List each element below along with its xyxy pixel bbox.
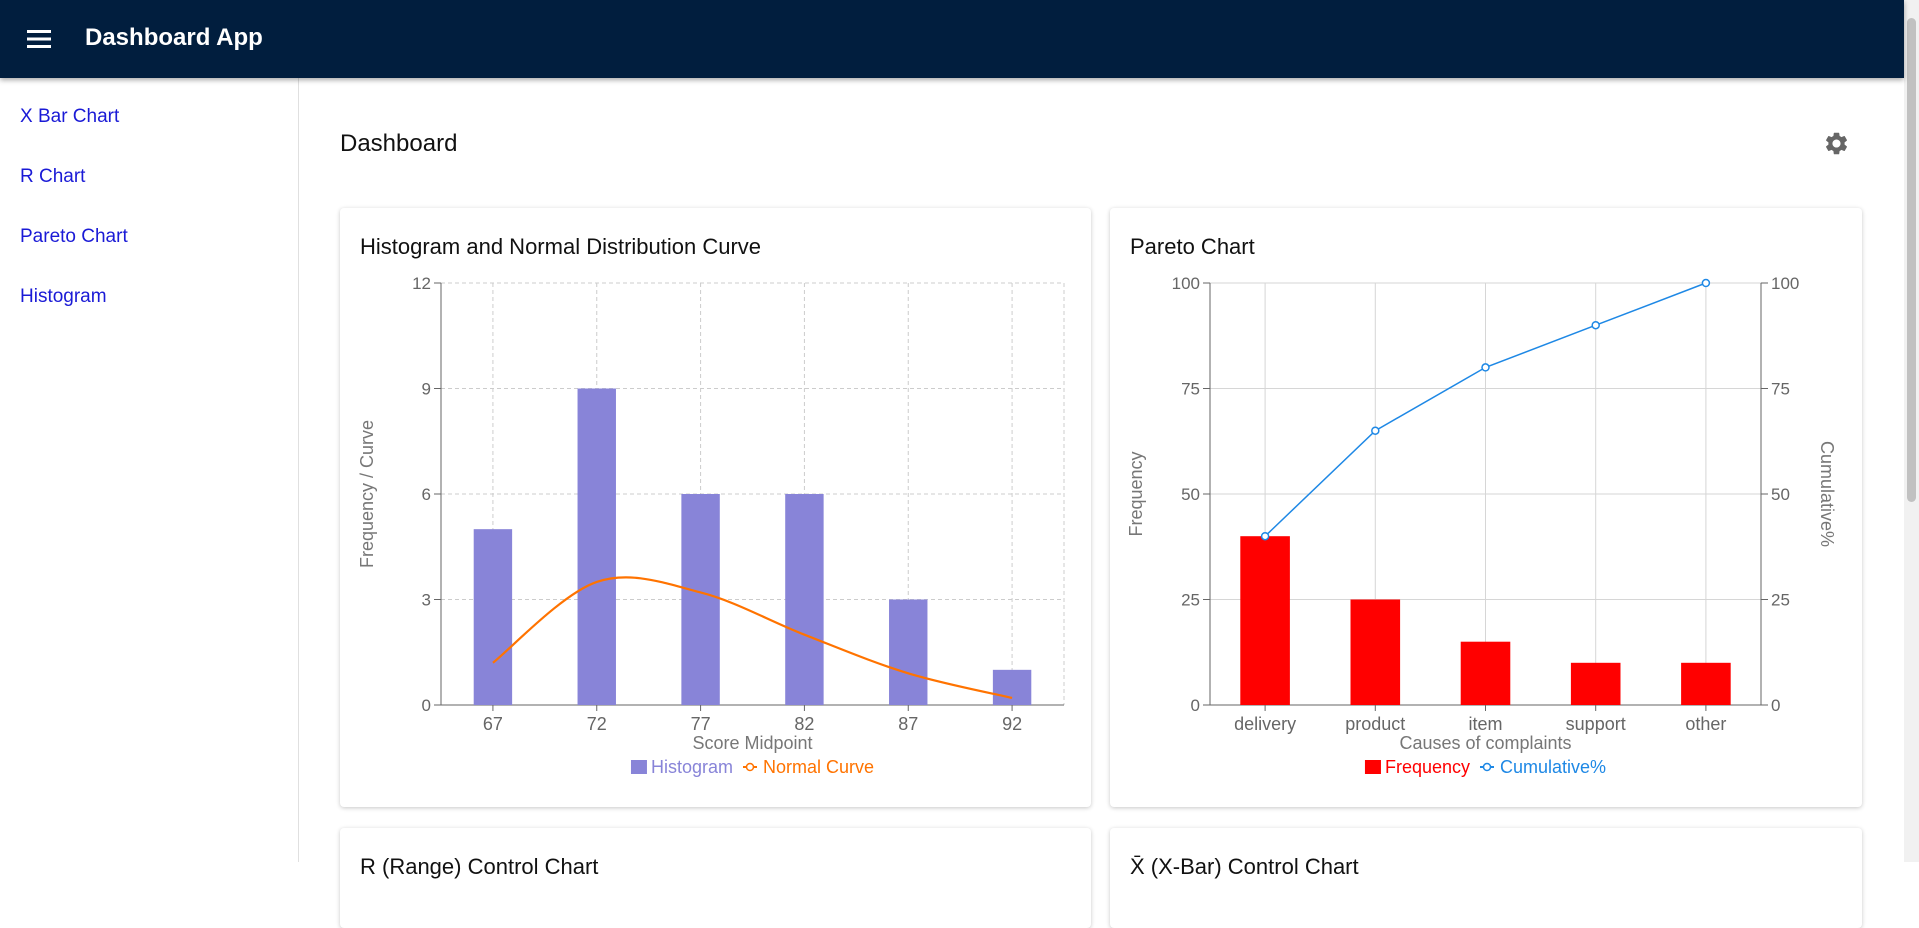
y-tick-label: 25	[1181, 591, 1200, 610]
y2-tick-label: 50	[1771, 485, 1790, 504]
chart-card: X̄ (X-Bar) Control Chart	[1110, 828, 1862, 928]
legend: Histogram Normal Curve	[630, 757, 874, 777]
bar	[992, 669, 1032, 705]
bar	[681, 494, 720, 705]
chart-card: Histogram and Normal Distribution Curve …	[340, 208, 1091, 807]
bar	[473, 529, 513, 705]
x-tick-label: support	[1566, 714, 1626, 734]
y-tick-label: 50	[1181, 485, 1200, 504]
chart-title: Pareto Chart	[1130, 234, 1255, 259]
nav-link[interactable]: Histogram	[20, 286, 107, 307]
line-point	[1701, 278, 1711, 288]
y-tick-label: 75	[1181, 380, 1200, 399]
chart-title: Histogram and Normal Distribution Curve	[360, 234, 762, 259]
y-tick-label: 6	[422, 485, 431, 504]
bar	[1350, 599, 1401, 705]
scrollbar-thumb[interactable]	[1907, 18, 1916, 502]
legend-label: Histogram	[651, 757, 733, 777]
y-tick-label: 0	[1191, 696, 1200, 715]
nav-link[interactable]: R Chart	[20, 166, 86, 187]
line-point	[1481, 363, 1490, 372]
x-tick-label: item	[1468, 714, 1502, 734]
y-axis-label: Frequency	[1126, 451, 1146, 536]
chart: 0 3 6 9 12 67 72 77 82 87 92 Score Midpoint Frequenc…	[357, 274, 1065, 777]
card-title: X̄ (X-Bar) Control Chart	[1130, 854, 1359, 879]
y-axis-label: Frequency / Curve	[357, 420, 377, 568]
legend-label: Frequency	[1385, 757, 1470, 777]
card-title: R (Range) Control Chart	[360, 854, 599, 879]
x-axis-label: Score Midpoint	[692, 733, 812, 753]
y2-tick-label: 75	[1771, 380, 1790, 399]
nav-link[interactable]: Pareto Chart	[20, 226, 128, 247]
x-tick-label: 72	[587, 714, 607, 734]
legend-icon	[1482, 762, 1492, 772]
y-tick-label: 100	[1172, 274, 1200, 293]
app-title: Dashboard App	[85, 24, 263, 51]
menu-button[interactable]	[27, 27, 51, 51]
x-tick-label: product	[1345, 714, 1405, 734]
y-tick-label: 0	[422, 696, 431, 715]
bar	[1570, 662, 1621, 705]
legend-label: Cumulative%	[1500, 757, 1606, 777]
x-tick-label: other	[1685, 714, 1726, 734]
page-title: Dashboard	[340, 130, 458, 157]
line-series	[492, 576, 1013, 700]
x-tick-label: 77	[691, 714, 711, 734]
legend-icon	[630, 760, 647, 774]
page: Dashboard App X Bar Chart R Chart Pareto…	[0, 0, 1919, 879]
app-bar: Dashboard App	[0, 0, 1904, 78]
scrollbar[interactable]	[1904, 0, 1919, 862]
nav-link[interactable]: X Bar Chart	[20, 106, 120, 127]
legend-icon	[745, 762, 755, 772]
y-tick-label: 9	[422, 380, 431, 399]
x-tick-label: 82	[794, 714, 814, 734]
y-tick-label: 3	[422, 591, 431, 610]
line-point	[1591, 320, 1600, 330]
x-axis-label: Causes of complaints	[1399, 733, 1571, 753]
x-tick-label: delivery	[1234, 714, 1296, 734]
settings-button[interactable]	[1823, 130, 1850, 157]
chart-card: R (Range) Control Chart	[340, 828, 1091, 928]
y-tick-label: 12	[412, 274, 431, 293]
line-point	[1260, 531, 1270, 541]
bar	[577, 388, 616, 705]
chart: 0 25 50 75 100 0 25 50 75 100 delivery product item s…	[1126, 274, 1837, 777]
y2-axis-label: Cumulative%	[1817, 441, 1837, 547]
bar	[889, 599, 928, 705]
bar	[1460, 641, 1511, 705]
bar	[1681, 662, 1731, 705]
y2-tick-label: 0	[1771, 696, 1780, 715]
x-tick-label: 92	[1002, 714, 1022, 734]
legend-label: Normal Curve	[763, 757, 874, 777]
legend: Frequency Cumulative%	[1364, 757, 1606, 777]
y2-tick-label: 100	[1771, 274, 1799, 293]
y2-tick-label: 25	[1771, 591, 1790, 610]
bar	[1240, 536, 1290, 705]
chart-card: Pareto Chart 0 25 50 75 100 0 25 50 75 100 deliver…	[1110, 208, 1862, 807]
sidebar: X Bar Chart R Chart Pareto Chart Histogr…	[0, 78, 299, 862]
line-point	[1371, 426, 1380, 435]
x-tick-label: 87	[898, 714, 918, 734]
x-tick-label: 67	[483, 714, 503, 734]
bar	[785, 494, 824, 705]
legend-icon	[1364, 760, 1381, 774]
